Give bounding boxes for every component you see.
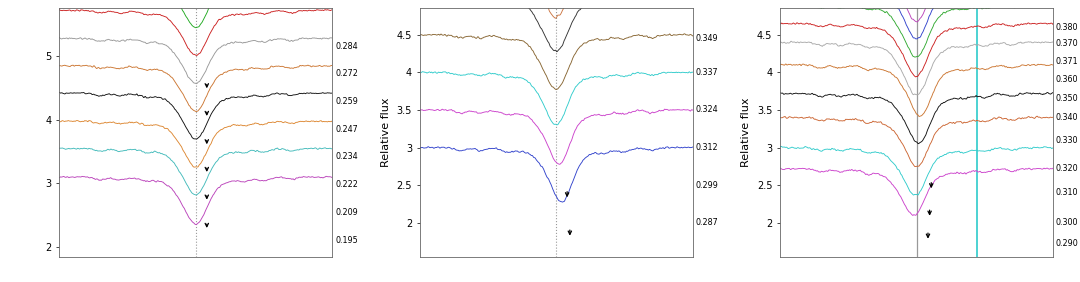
Text: 0.324: 0.324 xyxy=(696,105,718,114)
Text: 0.380: 0.380 xyxy=(1056,23,1078,32)
Text: 0.234: 0.234 xyxy=(335,152,357,161)
Text: 0.320: 0.320 xyxy=(1056,164,1078,173)
Text: 0.337: 0.337 xyxy=(696,68,718,77)
Text: 0.259: 0.259 xyxy=(335,98,357,107)
Text: 0.299: 0.299 xyxy=(696,181,718,190)
Text: 0.287: 0.287 xyxy=(696,218,718,227)
Text: 0.370: 0.370 xyxy=(1056,39,1078,48)
Text: 0.349: 0.349 xyxy=(696,34,718,43)
Text: 0.290: 0.290 xyxy=(1056,239,1079,248)
Text: 0.350: 0.350 xyxy=(1056,94,1078,103)
Text: 0.360: 0.360 xyxy=(1056,75,1078,84)
Y-axis label: Relative flux: Relative flux xyxy=(741,98,752,167)
Text: 0.209: 0.209 xyxy=(335,208,357,217)
Text: 0.272: 0.272 xyxy=(335,69,357,78)
Text: 0.312: 0.312 xyxy=(696,143,718,152)
Text: 0.300: 0.300 xyxy=(1056,218,1078,227)
Text: 0.195: 0.195 xyxy=(335,236,357,245)
Text: 0.310: 0.310 xyxy=(1056,188,1078,197)
Text: 0.340: 0.340 xyxy=(1056,113,1078,122)
Text: 0.371: 0.371 xyxy=(1056,57,1078,66)
Text: 0.330: 0.330 xyxy=(1056,136,1078,145)
Text: 0.247: 0.247 xyxy=(335,125,357,134)
Text: 0.222: 0.222 xyxy=(335,180,357,189)
Text: 0.284: 0.284 xyxy=(335,42,357,51)
Y-axis label: Relative flux: Relative flux xyxy=(381,98,391,167)
